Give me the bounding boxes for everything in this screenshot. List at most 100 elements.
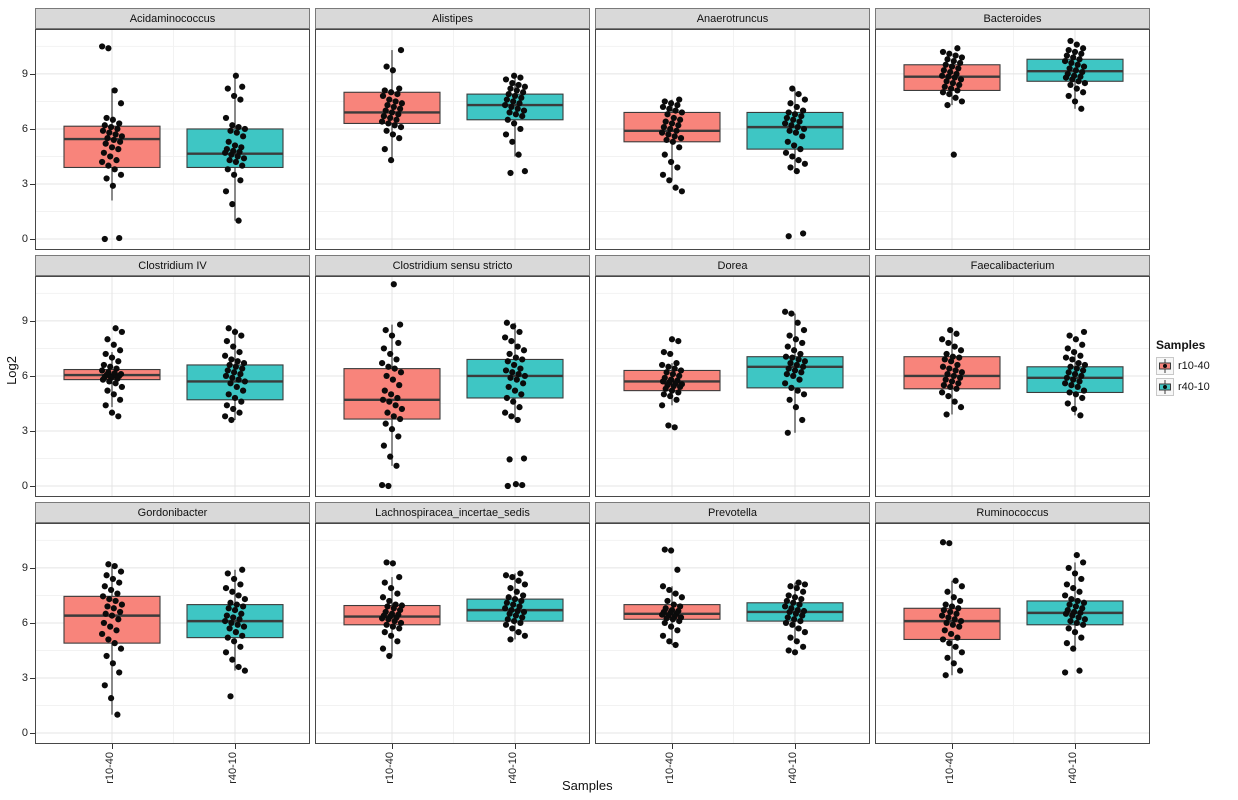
data-point bbox=[388, 632, 395, 639]
legend-entries: r10-40 r40-10 bbox=[1156, 357, 1210, 396]
data-point bbox=[506, 350, 513, 358]
facet-panel-5 bbox=[35, 276, 310, 497]
data-point bbox=[396, 625, 403, 632]
data-point bbox=[509, 625, 516, 632]
data-point bbox=[100, 619, 107, 627]
data-point bbox=[1080, 559, 1087, 566]
boxplot-r10-40 bbox=[63, 561, 161, 718]
boxplot-r10-40 bbox=[63, 325, 161, 420]
data-point bbox=[939, 48, 947, 56]
boxplot-r40-10 bbox=[466, 72, 564, 177]
data-point bbox=[109, 116, 116, 123]
data-point bbox=[661, 619, 668, 627]
data-point bbox=[1071, 371, 1079, 378]
data-point bbox=[112, 325, 119, 332]
data-point bbox=[955, 65, 962, 72]
data-point bbox=[1063, 640, 1070, 647]
x-tick-label: r10-40 bbox=[104, 752, 116, 784]
boxplot-r10-40 bbox=[903, 45, 1001, 158]
data-point bbox=[516, 100, 523, 107]
data-point bbox=[957, 347, 965, 354]
data-point bbox=[234, 358, 241, 365]
x-tick-mark bbox=[235, 744, 236, 749]
data-point bbox=[945, 339, 952, 347]
data-point bbox=[674, 627, 681, 634]
data-point bbox=[395, 433, 402, 440]
data-point bbox=[117, 608, 124, 616]
data-point bbox=[957, 76, 965, 83]
data-point bbox=[222, 114, 230, 122]
data-point bbox=[112, 131, 119, 138]
data-point bbox=[118, 133, 125, 140]
data-point bbox=[118, 328, 125, 336]
data-point bbox=[384, 102, 391, 109]
data-point bbox=[662, 118, 669, 125]
data-point bbox=[102, 402, 109, 409]
data-point bbox=[229, 201, 236, 208]
data-point bbox=[519, 481, 526, 489]
data-point bbox=[513, 87, 520, 94]
data-point bbox=[784, 614, 791, 621]
data-point bbox=[394, 394, 401, 402]
data-point bbox=[506, 109, 513, 116]
data-point bbox=[949, 621, 956, 628]
data-point bbox=[505, 91, 512, 98]
data-point bbox=[223, 612, 230, 619]
data-point bbox=[786, 608, 793, 616]
data-point bbox=[667, 125, 674, 133]
data-point bbox=[957, 667, 964, 674]
data-point bbox=[1073, 365, 1080, 372]
data-point bbox=[939, 612, 946, 619]
data-point bbox=[235, 124, 242, 131]
data-point bbox=[510, 601, 517, 608]
data-point bbox=[225, 605, 232, 612]
data-point bbox=[116, 669, 123, 676]
data-point bbox=[1071, 349, 1078, 356]
data-point bbox=[517, 570, 524, 577]
data-point bbox=[114, 711, 121, 718]
data-point bbox=[660, 391, 667, 398]
data-point bbox=[951, 74, 958, 81]
boxplot-r40-10 bbox=[186, 566, 284, 700]
boxplot-r10-40 bbox=[903, 327, 1001, 418]
data-point bbox=[107, 153, 114, 160]
data-point bbox=[519, 113, 526, 120]
data-point bbox=[115, 146, 122, 153]
data-point bbox=[795, 579, 802, 586]
data-point bbox=[105, 45, 112, 52]
data-point bbox=[664, 597, 671, 605]
data-point bbox=[391, 365, 398, 372]
data-point bbox=[659, 632, 667, 639]
data-point bbox=[228, 151, 235, 158]
data-point bbox=[798, 596, 805, 603]
data-point bbox=[1078, 372, 1085, 380]
boxplot-r10-40 bbox=[343, 559, 441, 660]
data-point bbox=[943, 350, 950, 358]
data-point bbox=[99, 158, 106, 166]
data-point bbox=[511, 92, 519, 100]
facet-panel-6 bbox=[315, 276, 590, 497]
data-point bbox=[947, 327, 954, 334]
data-point bbox=[788, 122, 795, 129]
data-point bbox=[118, 383, 125, 391]
data-point bbox=[390, 413, 397, 420]
data-point bbox=[109, 660, 116, 667]
data-point bbox=[101, 122, 108, 129]
data-point bbox=[520, 380, 527, 387]
data-point bbox=[941, 356, 948, 363]
data-point bbox=[110, 341, 117, 348]
data-point bbox=[231, 394, 239, 402]
data-point bbox=[507, 636, 514, 643]
x-tick-mark bbox=[672, 744, 673, 749]
data-point bbox=[782, 380, 789, 387]
data-point bbox=[661, 151, 668, 158]
data-point bbox=[226, 361, 233, 369]
data-point bbox=[661, 546, 668, 553]
data-point bbox=[1081, 361, 1088, 369]
data-point bbox=[951, 343, 958, 350]
data-point bbox=[513, 588, 520, 595]
data-point bbox=[668, 387, 676, 394]
y-tick-mark bbox=[30, 677, 35, 679]
data-point bbox=[231, 369, 238, 376]
